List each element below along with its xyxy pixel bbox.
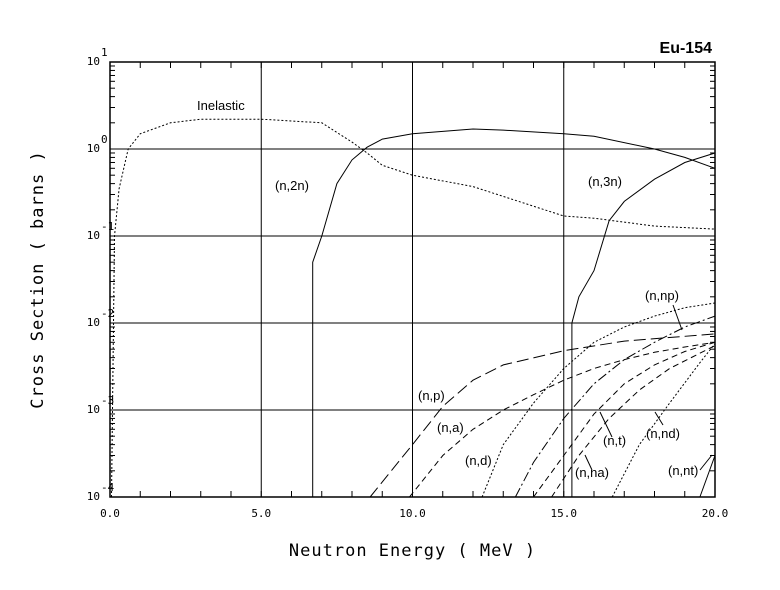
y-tick-exp: -2 [101,307,114,320]
series-line-n-p [369,333,716,498]
x-tick-label: 20.0 [702,507,729,520]
series-label: (n,p) [418,388,445,403]
series-label: (n,d) [465,453,492,468]
label-leader-line [672,304,683,331]
x-tick-label: 10.0 [399,507,426,520]
y-tick-exp: 0 [101,133,108,146]
y-tick-exp: -4 [101,481,115,494]
series-line-n-a [409,341,716,498]
y-tick-base: 10 [87,142,100,155]
series-line-n-na [551,345,716,498]
y-tick-exp: -1 [101,220,114,233]
y-tick-base: 10 [87,55,100,68]
x-axis-label: Neutron Energy ( MeV ) [289,541,536,561]
series-line-n-nt [699,455,716,498]
series-line-inelastic [111,118,716,498]
series-label: (n,na) [575,465,609,480]
x-tick-label: 5.0 [251,507,271,520]
y-tick-base: 10 [87,229,100,242]
series-label: (n,2n) [275,178,309,193]
label-leader-line [599,411,613,438]
series-label: (n,nd) [646,426,680,441]
y-tick-exp: -3 [101,394,114,407]
series-line-n-nd [611,343,716,498]
series-label: (n,np) [645,288,679,303]
y-tick-base: 10 [87,403,100,416]
series-line-n-np [514,315,716,498]
series-label: (n,3n) [588,174,622,189]
y-tick-base: 10 [87,316,100,329]
chart-title: Eu-154 [660,40,713,57]
x-tick-label: 15.0 [551,507,578,520]
x-tick-label: 0.0 [100,507,120,520]
y-tick-base: 10 [87,490,100,503]
series-label: (n,nt) [668,463,698,478]
label-leader-line [584,454,593,471]
y-tick-exp: 1 [101,46,108,59]
series-label: (n,a) [437,420,464,435]
series-line-n-3n [571,152,716,497]
series-line-n-t [533,341,716,498]
y-axis-label: Cross Section ( barns ) [28,150,48,408]
series-line-n-2n [312,128,716,497]
series-label: Inelastic [197,98,245,113]
series-label: (n,t) [603,433,626,448]
label-leader-line [654,411,664,426]
label-leader-line [699,454,713,471]
